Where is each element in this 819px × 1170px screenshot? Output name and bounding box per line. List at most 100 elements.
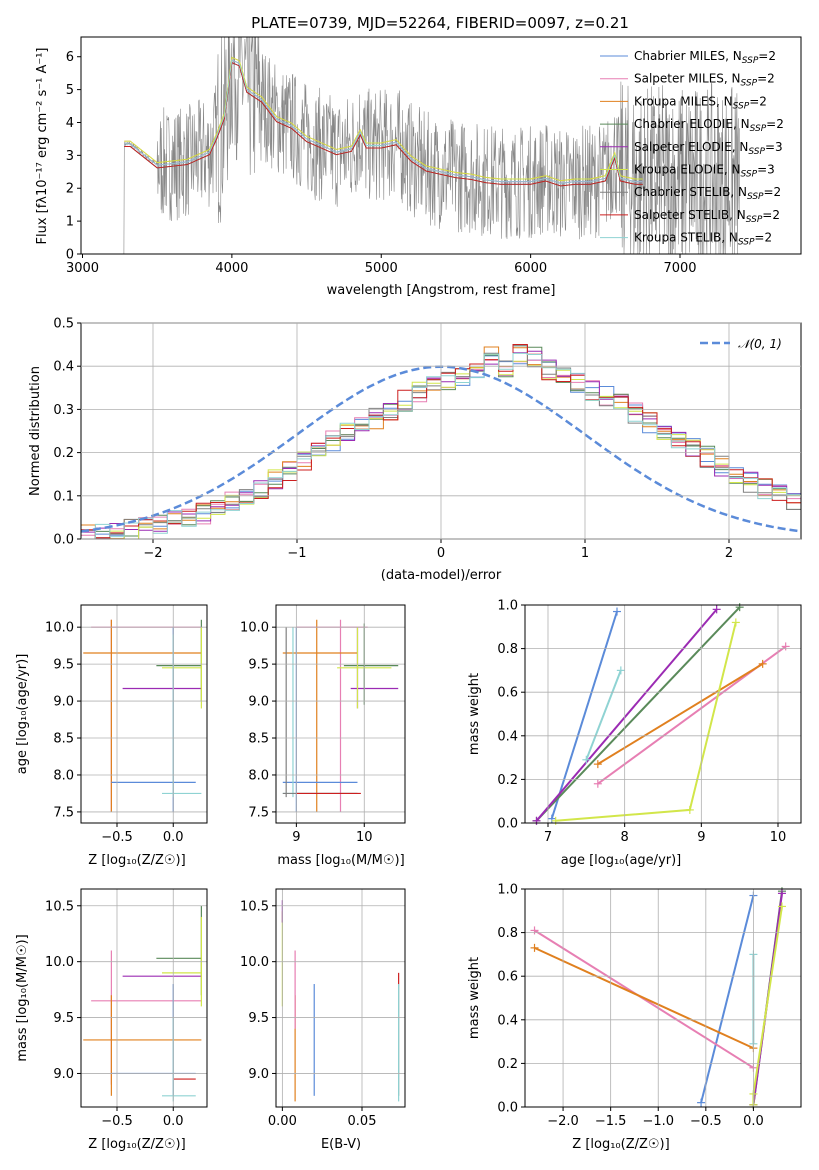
y-tick-label: 0.3 (53, 403, 74, 418)
legend-entry: Chabrier MILES, NSSP=2 (634, 49, 776, 66)
spectrum-data-line (119, 36, 740, 255)
plot-area (532, 603, 790, 825)
legend-subscript: SSP (750, 124, 767, 134)
legend-subscript: SSP (738, 238, 755, 248)
age-vs-mass-panel: 9 10 7.5 8.0 8.5 9.0 9.5 10.0 (240, 604, 406, 845)
panel-frame (80, 888, 208, 1108)
y-tick-label: 5 (66, 83, 74, 98)
y-tick-label: 1 (66, 215, 74, 230)
spectrum-title: PLATE=0739, MJD=52264, FIBERID=0097, z=0… (251, 14, 629, 32)
residuals-legend: 𝒩(0, 1) (700, 337, 782, 351)
x-tick-label: −1.0 (642, 1114, 674, 1129)
y-tick-label: 6 (66, 50, 74, 65)
age-vs-Z-panel: −0.5 0.0 7.5 8.0 8.5 9.0 9.5 10.0 (45, 604, 208, 845)
y-tick-label: 9.0 (248, 1067, 269, 1082)
spectrum-frame (80, 36, 802, 255)
y-tick-label: 8.5 (53, 732, 74, 747)
legend-subscript: SSP (747, 192, 764, 202)
y-tick-label: 8.0 (248, 768, 269, 783)
x-tick-label: 6000 (514, 261, 547, 276)
x-tick-label: 2 (725, 546, 733, 561)
mw-age-ylabel: mass weight (467, 673, 482, 755)
legend-subscript: SSP (746, 215, 763, 225)
legend-nssp: =3 (757, 163, 775, 177)
legend-entry: Salpeter STELIB, NSSP=2 (634, 208, 780, 225)
residuals-panel: −2 −1 0 1 2 0.0 0.1 0.2 0.3 0.4 0.5 (data-model)/e… (28, 317, 802, 583)
panel-frame (524, 888, 802, 1108)
y-tick-label: 0.6 (497, 686, 518, 701)
spectrum-ylabel: Flux [fλ10⁻¹⁷ erg cm⁻² s⁻¹ A⁻¹] (35, 48, 50, 245)
y-tick-label: 9.0 (248, 695, 269, 710)
residuals-ylabel: Normed distribution (28, 366, 43, 496)
y-tick-label: 0.4 (497, 729, 518, 744)
x-tick-label: 4000 (215, 261, 248, 276)
panel-frame (80, 604, 208, 824)
weight-line (585, 670, 622, 761)
x-tick-label: −1.5 (595, 1114, 627, 1129)
y-tick-label: 10.0 (240, 955, 269, 970)
mass-Z-ylabel: mass [log₁₀(M/M☉)] (15, 934, 30, 1061)
x-tick-label: −0.5 (101, 830, 133, 845)
massweight-vs-Z-panel: −2.0 −1.5 −1.0 −0.5 0.0 0.0 0.2 0.4 0.6 0.8 1.0 (497, 883, 802, 1129)
weight-line (533, 929, 754, 1069)
legend-nssp: =2 (757, 72, 775, 86)
y-tick-label: 9.5 (248, 658, 269, 673)
panel-frame (524, 604, 802, 824)
y-tick-label: 0.2 (497, 1057, 518, 1072)
legend-subscript: SSP (733, 101, 750, 111)
x-tick-label: 10 (356, 830, 373, 845)
y-tick-label: 8.0 (53, 768, 74, 783)
legend-nssp: =2 (749, 94, 767, 108)
y-tick-label: 0.4 (497, 1013, 518, 1028)
legend-nssp: =2 (766, 117, 784, 131)
plot-area (281, 900, 400, 1102)
x-tick-label: −1 (287, 546, 306, 561)
y-tick-label: 1.0 (497, 599, 518, 614)
massweight-vs-age-panel: 7 8 9 10 0.0 0.2 0.4 0.6 0.8 1.0 (497, 599, 802, 845)
legend-normal-label: 𝒩(0, 1) (738, 337, 782, 351)
y-tick-label: 0.4 (53, 360, 74, 375)
plot-area (282, 619, 399, 812)
age-Z-xlabel: Z [log₁₀(Z/Z☉)] (88, 853, 185, 868)
x-tick-label: −0.5 (690, 1114, 722, 1129)
y-tick-label: 3 (66, 149, 74, 164)
x-tick-label: 0 (437, 546, 445, 561)
y-tick-label: 0.0 (497, 1101, 518, 1116)
legend-entry: Kroupa ELODIE, NSSP=3 (634, 163, 775, 180)
weight-line (597, 663, 764, 765)
y-tick-label: 0.8 (497, 642, 518, 657)
y-tick-label: 10.5 (45, 899, 74, 914)
y-tick-label: 0.0 (53, 533, 74, 548)
x-tick-label: 3000 (66, 261, 99, 276)
y-tick-label: 9.0 (53, 695, 74, 710)
y-tick-label: 0.5 (53, 317, 74, 332)
mw-Z-xlabel: Z [log₁₀(Z/Z☉)] (572, 1137, 669, 1152)
mass-EBV-xlabel: E(B-V) (321, 1137, 361, 1152)
spectrum-panel: 3000 4000 5000 6000 7000 0 1 2 3 4 5 6 wavelength [… (35, 36, 802, 298)
weight-line (535, 608, 718, 822)
y-tick-label: 0 (66, 248, 74, 263)
y-tick-label: 0.2 (53, 446, 74, 461)
x-tick-label: 8 (621, 830, 629, 845)
panel-frame (275, 604, 406, 824)
y-tick-label: 10.0 (240, 621, 269, 636)
x-tick-label: 9 (697, 830, 705, 845)
y-tick-label: 9.5 (53, 1011, 74, 1026)
y-tick-label: 0.0 (497, 817, 518, 832)
panel-frame (275, 888, 406, 1108)
x-tick-label: 5000 (365, 261, 398, 276)
plot-area (83, 905, 202, 1102)
mw-Z-ylabel: mass weight (467, 957, 482, 1039)
legend-subscript: SSP (741, 170, 758, 180)
legend-entry: Kroupa STELIB, NSSP=2 (634, 231, 772, 248)
weight-line (700, 895, 755, 1103)
x-tick-label: −2.0 (547, 1114, 579, 1129)
legend-nssp: =2 (754, 231, 772, 245)
spectrum-xlabel: wavelength [Angstrom, rest frame] (327, 283, 556, 298)
x-tick-label: 7000 (663, 261, 696, 276)
y-tick-label: 0.6 (497, 970, 518, 985)
y-tick-label: 0.2 (497, 773, 518, 788)
y-tick-label: 9.5 (248, 1011, 269, 1026)
